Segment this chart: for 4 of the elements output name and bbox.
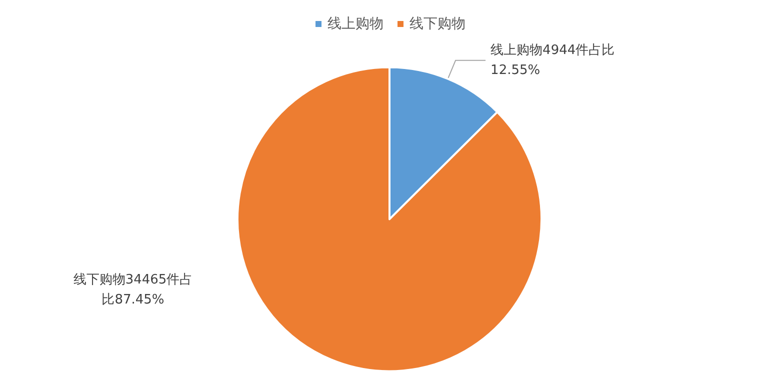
data-label: 线上购物4944件占比12.55% (490, 42, 615, 78)
data-label: 线下购物34465件占比87.45% (73, 272, 193, 308)
legend-label: 线上购物 (328, 16, 384, 32)
legend-label: 线下购物 (410, 16, 466, 32)
